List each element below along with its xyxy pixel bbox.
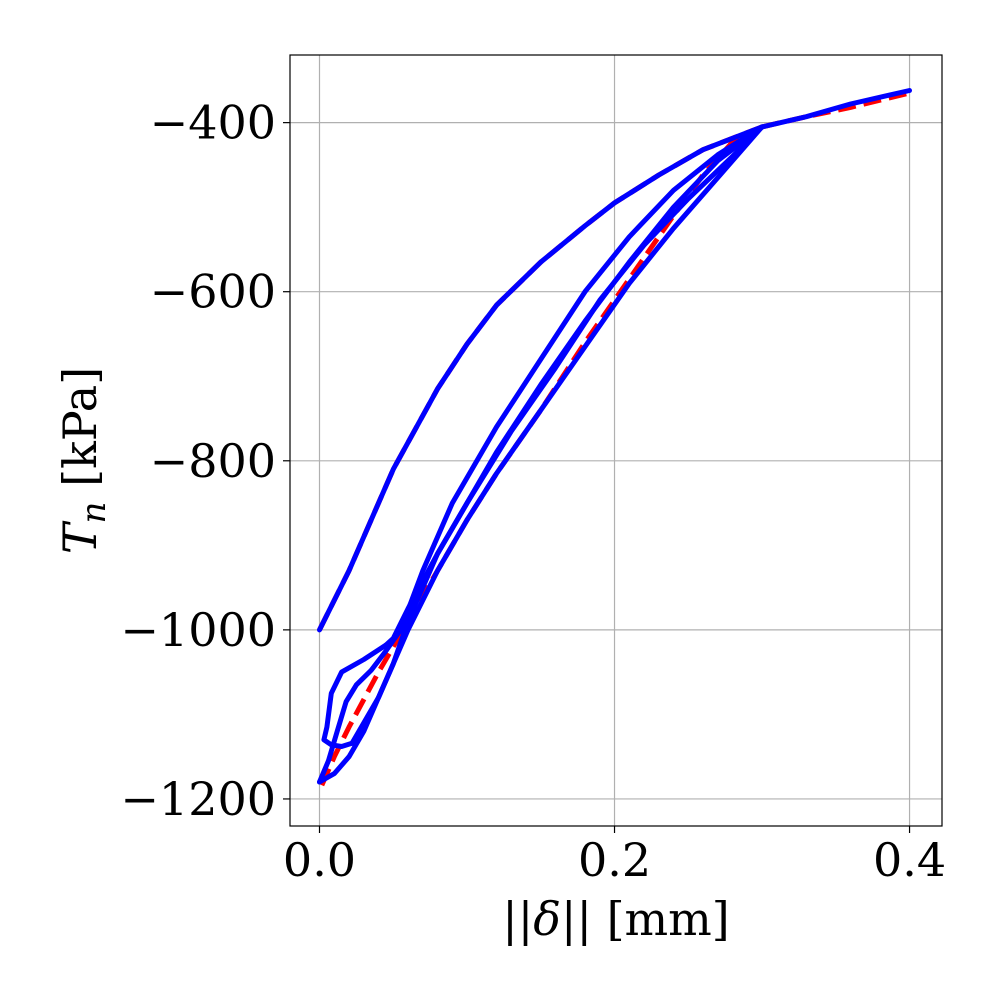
y-tick-label: −1000: [120, 603, 276, 657]
y-tick-label: −600: [150, 265, 276, 319]
y-axis-label: Tn [kPa]: [53, 367, 114, 554]
series-layer: [317, 88, 912, 792]
y-tick-label: −1200: [120, 772, 276, 826]
blue-solid-series-line-5: [317, 124, 765, 785]
ticks: 0.0 0.2 0.4 −400 −600 −800 −1000 −1200: [120, 96, 946, 887]
y-tick-label: −400: [150, 96, 276, 150]
x-tick-label: 0.0: [283, 833, 356, 887]
x-tick-label: 0.2: [578, 833, 651, 887]
x-axis-label: ||δ|| [mm]: [502, 892, 729, 946]
grid: [290, 55, 942, 826]
y-tick-label: −800: [150, 434, 276, 488]
blue-solid-series-line-4: [317, 124, 765, 785]
blue-solid-series-line-0: [317, 88, 912, 633]
x-tick-label: 0.4: [873, 833, 946, 887]
plot-frame: [289, 54, 943, 827]
blue-solid-series-line-2: [321, 642, 389, 749]
red-dashed-series-line-1: [317, 124, 764, 792]
